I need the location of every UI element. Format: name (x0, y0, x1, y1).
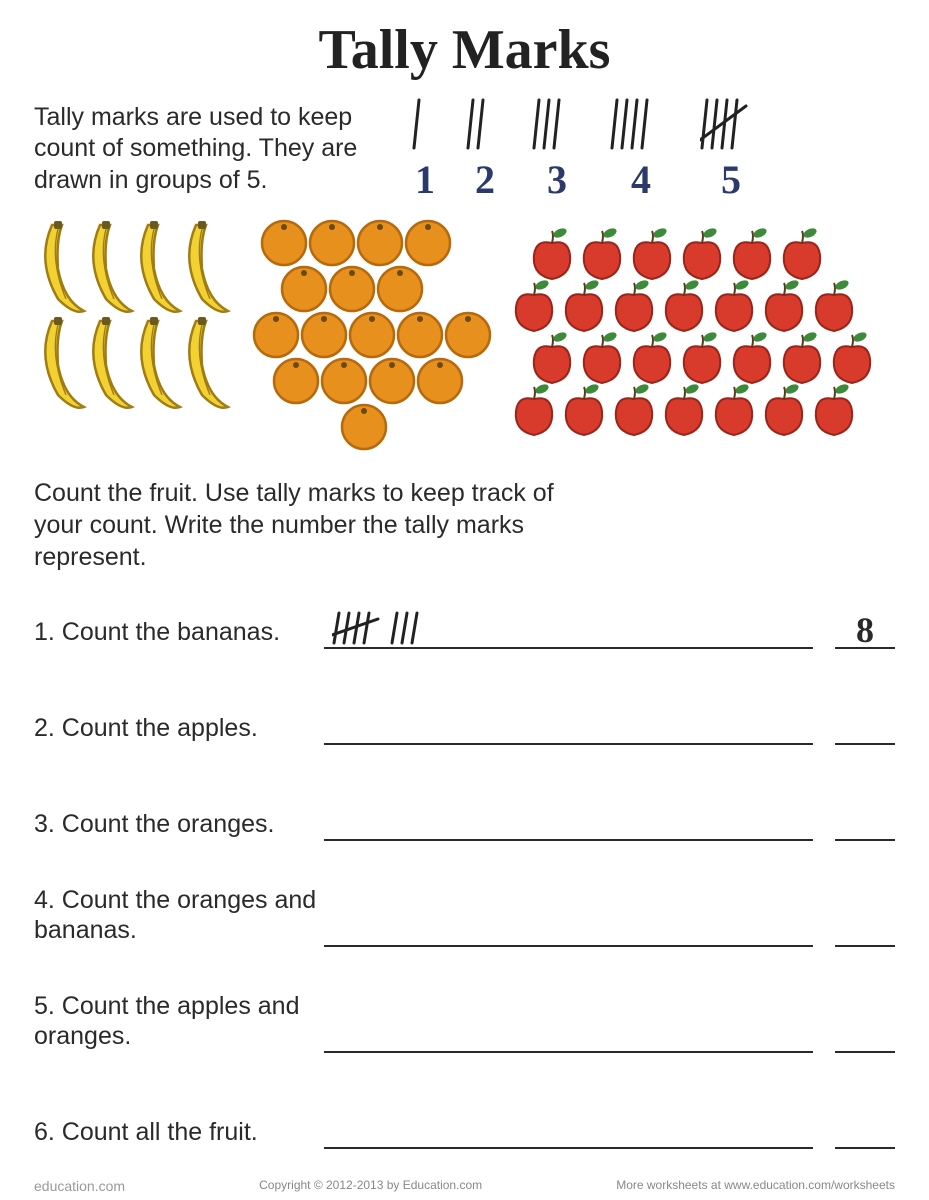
question-label: 3. Count the oranges. (34, 809, 324, 841)
question-label: 1. Count the bananas. (34, 617, 324, 649)
page-title: Tally Marks (34, 18, 895, 82)
footer-logo: education.com (34, 1178, 125, 1194)
instructions-text: Count the fruit. Use tally marks to keep… (34, 477, 554, 573)
question-row-3: 3. Count the oranges. (34, 789, 895, 841)
questions-list: 1. Count the bananas. 8 2. Count the apple… (34, 597, 895, 1149)
question-label: 6. Count all the fruit. (34, 1117, 324, 1149)
tally-legend-5: 5 (700, 96, 762, 203)
footer-more: More worksheets at www.education.com/wor… (616, 1178, 895, 1194)
question-row-4: 4. Count the oranges and bananas. (34, 885, 895, 947)
number-answer-line[interactable]: 8 (835, 609, 895, 649)
tally-legend-2: 2 (466, 96, 504, 203)
number-answer-line[interactable] (835, 705, 895, 745)
number-answer-line[interactable] (835, 1109, 895, 1149)
question-row-5: 5. Count the apples and oranges. (34, 991, 895, 1053)
intro-text: Tally marks are used to keep count of so… (34, 96, 394, 196)
footer-copyright: Copyright © 2012-2013 by Education.com (259, 1178, 482, 1194)
tally-legend-4: 4 (610, 96, 672, 203)
question-label: 4. Count the oranges and bananas. (34, 885, 324, 947)
question-label: 2. Count the apples. (34, 713, 324, 745)
number-answer-line[interactable] (835, 801, 895, 841)
question-row-1: 1. Count the bananas. 8 (34, 597, 895, 649)
fruit-illustration (34, 211, 895, 471)
tally-answer-line[interactable] (324, 1109, 813, 1149)
question-label: 5. Count the apples and oranges. (34, 991, 324, 1053)
question-row-2: 2. Count the apples. (34, 693, 895, 745)
tally-answer-line[interactable] (324, 609, 813, 649)
footer: education.com Copyright © 2012-2013 by E… (34, 1178, 895, 1194)
intro-row: Tally marks are used to keep count of so… (34, 96, 895, 203)
tally-answer-line[interactable] (324, 801, 813, 841)
number-answer-line[interactable] (835, 1013, 895, 1053)
tally-legend-3: 3 (532, 96, 582, 203)
number-answer-line[interactable] (835, 907, 895, 947)
question-row-6: 6. Count all the fruit. (34, 1097, 895, 1149)
tally-legend-1: 1 (412, 96, 438, 203)
tally-answer-line[interactable] (324, 1013, 813, 1053)
tally-answer-line[interactable] (324, 907, 813, 947)
tally-answer-line[interactable] (324, 705, 813, 745)
tally-legend: 12345 (412, 96, 762, 203)
